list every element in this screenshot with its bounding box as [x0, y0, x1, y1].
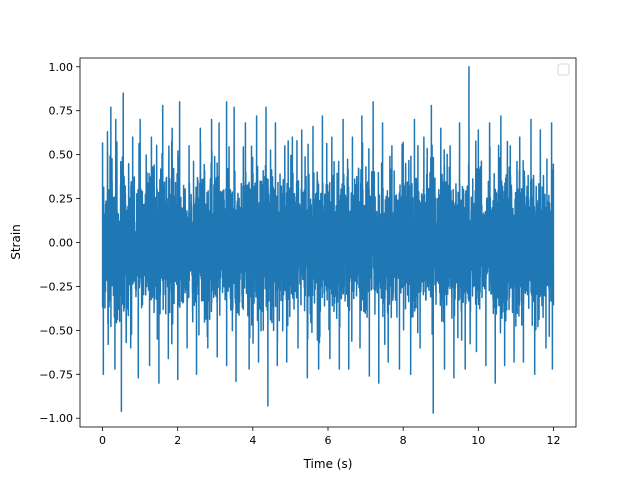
y-axis-label: Strain — [9, 224, 23, 260]
legend-box — [557, 63, 570, 76]
x-tick-label: 10 — [471, 434, 485, 447]
y-tick-label: −0.25 — [39, 280, 73, 293]
x-tick-label: 12 — [546, 434, 560, 447]
plot-area — [101, 66, 555, 414]
x-tick-label: 8 — [400, 434, 407, 447]
y-tick-label: −1.00 — [39, 412, 73, 425]
x-tick-label: 4 — [249, 434, 256, 447]
y-tick-label: 0.00 — [49, 237, 74, 250]
y-tick-label: 0.25 — [49, 193, 74, 206]
y-axis: −1.00 −0.75 −0.50 −0.25 0.00 0.25 0.50 0.75 1.00 — [39, 61, 80, 425]
y-tick-label: 1.00 — [49, 61, 74, 74]
x-tick-label: 0 — [99, 434, 106, 447]
y-tick-label: −0.75 — [39, 368, 73, 381]
y-tick-label: 0.75 — [49, 105, 74, 118]
y-tick-label: −0.50 — [39, 324, 73, 337]
y-tick-label: 0.50 — [49, 149, 74, 162]
x-tick-label: 6 — [325, 434, 332, 447]
x-tick-label: 2 — [174, 434, 181, 447]
x-axis: 0 2 4 6 8 10 12 — [99, 427, 560, 447]
series-layer — [101, 66, 555, 414]
strain-series-line — [101, 66, 555, 414]
x-axis-label: Time (s) — [303, 457, 353, 471]
